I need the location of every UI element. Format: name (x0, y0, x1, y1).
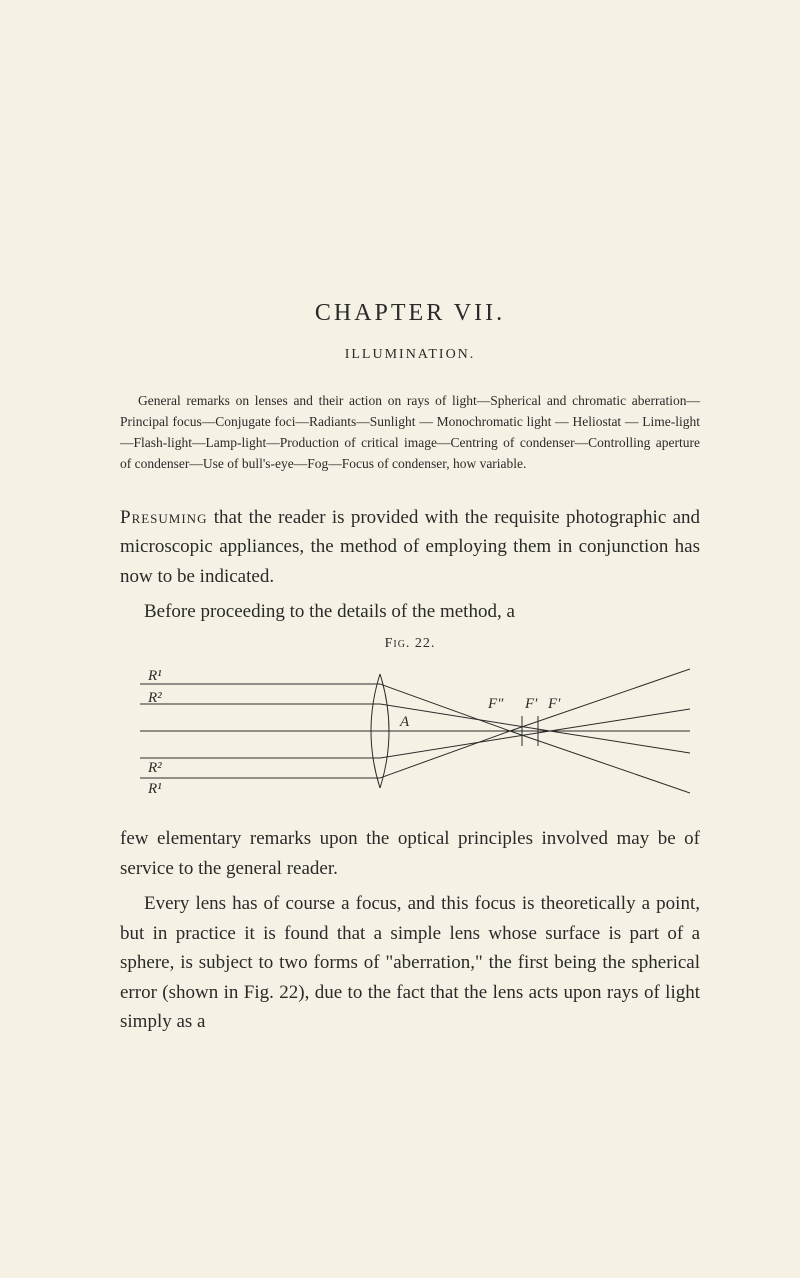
synopsis: General remarks on lenses and their acti… (120, 391, 700, 475)
label-R2-top: R² (147, 690, 162, 706)
chapter-title: CHAPTER VII. (120, 300, 700, 327)
figure-caption: Fig. 22. (120, 636, 700, 652)
paragraph-1-rest: that the reader is provided with the req… (120, 507, 700, 587)
label-R2-bot: R² (147, 760, 162, 776)
label-A: A (399, 714, 410, 730)
paragraph-4: Every lens has of course a focus, and th… (120, 889, 700, 1036)
paragraph-2: Before proceeding to the details of the … (120, 597, 700, 626)
paragraph-1: Presuming that the reader is provided wi… (120, 503, 700, 591)
label-F: F′ (547, 696, 561, 712)
chapter-subtitle: ILLUMINATION. (120, 347, 700, 363)
figure-22: R¹ R² R² R¹ A F″ F′ F′ (130, 656, 690, 806)
label-F-dblprime: F″ (487, 696, 504, 712)
paragraph-3: few elementary remarks upon the optical … (120, 824, 700, 883)
paragraph-1-lead: Presuming (120, 507, 207, 528)
figure-svg: R¹ R² R² R¹ A F″ F′ F′ (130, 656, 690, 806)
label-R1-bot: R¹ (147, 781, 162, 797)
label-R1-top: R¹ (147, 668, 162, 684)
page: CHAPTER VII. ILLUMINATION. General remar… (0, 0, 800, 1278)
label-F-prime: F′ (524, 696, 538, 712)
